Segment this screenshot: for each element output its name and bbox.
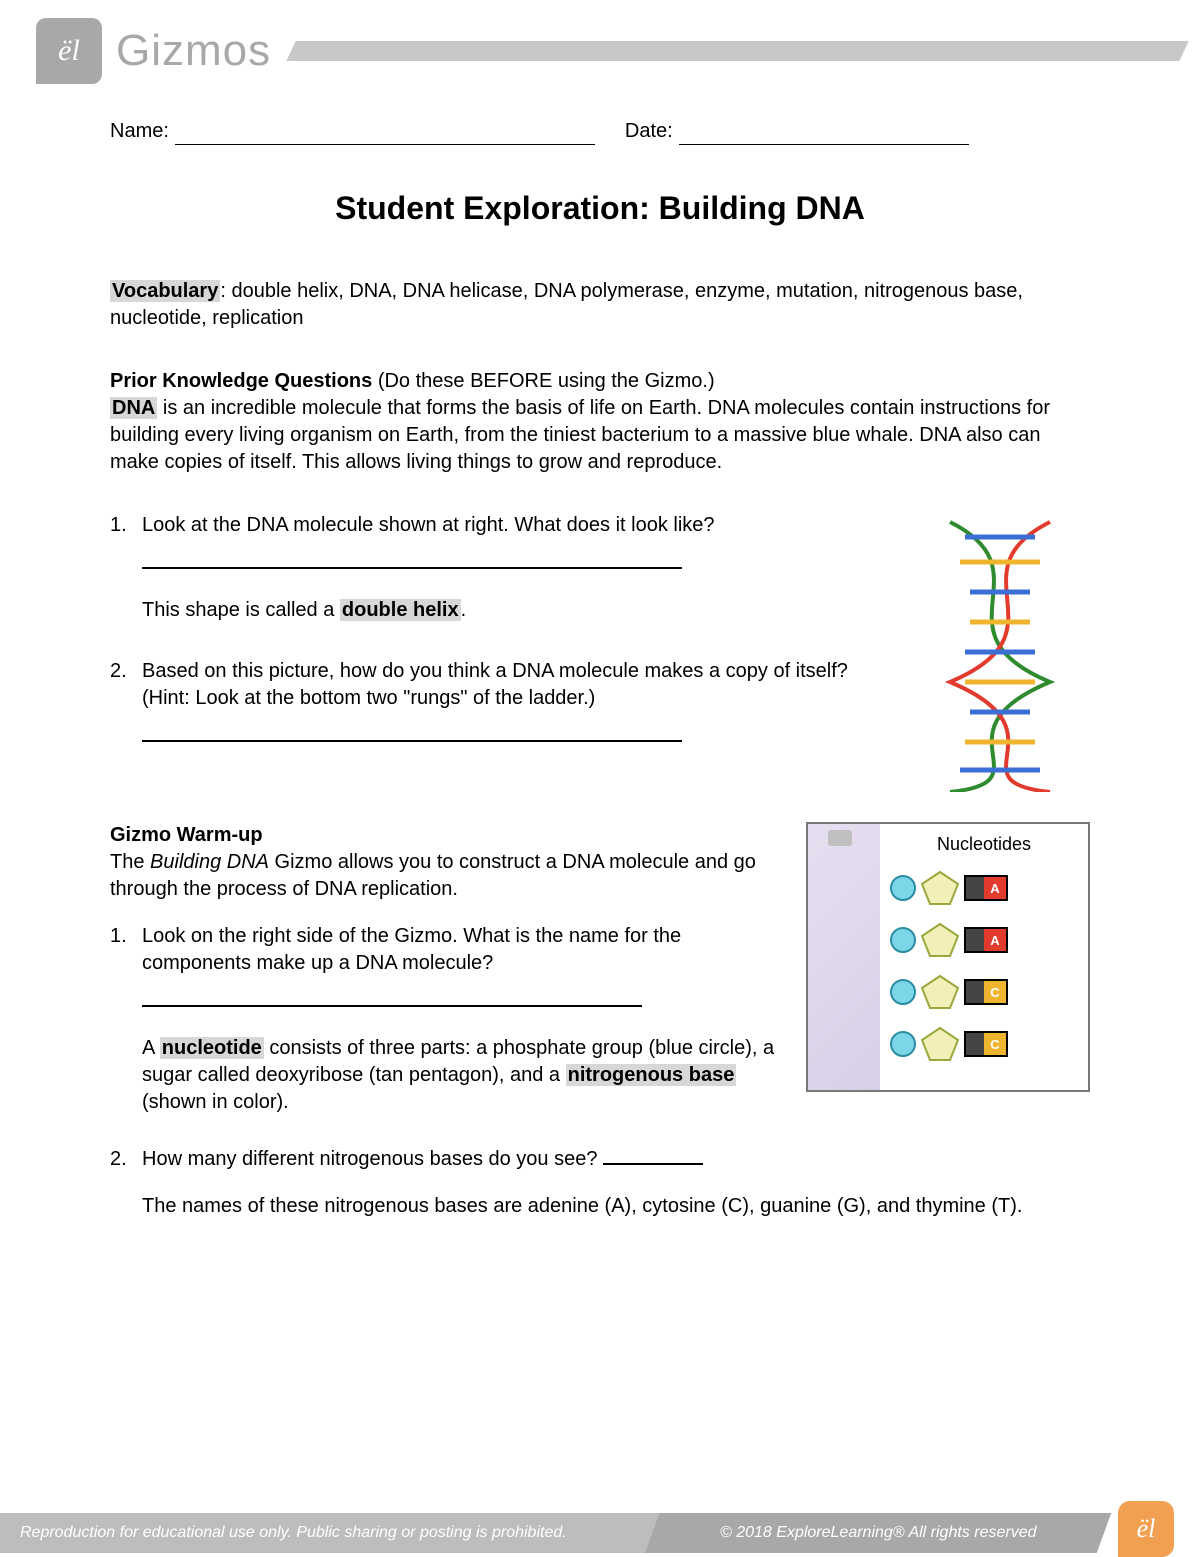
content-area: Name: Date: Student Exploration: Buildin… [0, 84, 1200, 1220]
warmup-intro-ital: Building DNA [150, 851, 269, 873]
nucleotide-item: A [890, 920, 1078, 960]
wq2-answer-blank[interactable] [603, 1163, 703, 1165]
wq2-text-inner: How many different nitrogenous bases do … [142, 1148, 603, 1170]
warmup-row: Gizmo Warm-up The Building DNA Gizmo all… [110, 822, 1090, 1116]
sugar-icon [920, 920, 960, 960]
page-footer: Reproduction for educational use only. P… [0, 1513, 1200, 1553]
header-bar [286, 41, 1188, 61]
wq2-num: 2. [110, 1146, 132, 1173]
prior-questions-row: 1. Look at the DNA molecule shown at rig… [110, 512, 1090, 792]
brand-name: Gizmos [116, 26, 271, 76]
name-label: Name: [110, 118, 169, 145]
name-date-row: Name: Date: [110, 118, 1090, 145]
warmup-q1: 1. Look on the right side of the Gizmo. … [110, 923, 782, 977]
warmup-col: Gizmo Warm-up The Building DNA Gizmo all… [110, 822, 782, 1116]
phosphate-icon [890, 927, 916, 953]
nucleotides-panel-right: Nucleotides AACC [880, 824, 1088, 1090]
prior-q1: 1. Look at the DNA molecule shown at rig… [110, 512, 886, 539]
sugar-icon [920, 1024, 960, 1064]
page-title: Student Exploration: Building DNA [110, 187, 1090, 230]
prior-questions-col: 1. Look at the DNA molecule shown at rig… [110, 512, 886, 770]
nucleotides-title: Nucleotides [890, 832, 1078, 856]
q1-answer-blank[interactable] [142, 565, 682, 569]
date-label: Date: [625, 118, 673, 145]
q1-num: 1. [110, 512, 132, 539]
prior-knowledge-block: Prior Knowledge Questions (Do these BEFO… [110, 368, 1090, 476]
base-tag: C [964, 1031, 1008, 1057]
q1-text: Look at the DNA molecule shown at right.… [142, 512, 715, 539]
wq1-answer-blank[interactable] [142, 1003, 642, 1007]
prior-intro: DNA is an incredible molecule that forms… [110, 395, 1090, 476]
double-helix-term: double helix [340, 599, 461, 621]
dna-term: DNA [110, 397, 157, 419]
vocabulary-block: Vocabulary: double helix, DNA, DNA helic… [110, 278, 1090, 332]
double-helix-statement: This shape is called a double helix. [142, 597, 886, 624]
nucleotides-panel: Nucleotides AACC [806, 822, 1090, 1092]
phosphate-icon [890, 875, 916, 901]
nuc-post: (shown in color). [142, 1091, 289, 1113]
nucleotides-panel-left [808, 824, 880, 1090]
bases-names: The names of these nitrogenous bases are… [142, 1193, 1090, 1220]
wq2-text: How many different nitrogenous bases do … [142, 1146, 703, 1173]
nucleotide-term: nucleotide [160, 1037, 264, 1059]
nucleotides-list: AACC [890, 868, 1078, 1064]
prior-heading: Prior Knowledge Questions [110, 370, 372, 392]
worksheet-page: ël Gizmos Name: Date: Student Exploratio… [0, 0, 1200, 1553]
footer-left-text: Reproduction for educational use only. P… [20, 1524, 567, 1542]
shape-pre: This shape is called a [142, 599, 340, 621]
warmup-intro-pre: The [110, 851, 150, 873]
vocabulary-heading: Vocabulary [110, 280, 220, 302]
prior-heading-paren: (Do these BEFORE using the Gizmo.) [372, 370, 714, 392]
sugar-icon [920, 868, 960, 908]
nucleotide-item: C [890, 1024, 1078, 1064]
q2-num: 2. [110, 658, 132, 712]
page-header: ël Gizmos [0, 0, 1200, 84]
wq1-text: Look on the right side of the Gizmo. Wha… [142, 923, 782, 977]
name-field: Name: [110, 118, 595, 145]
sugar-icon [920, 972, 960, 1012]
q2-answer-blank[interactable] [142, 738, 682, 742]
warmup-q2: 2. How many different nitrogenous bases … [110, 1146, 1090, 1173]
footer-right-text: © 2018 ExploreLearning® All rights reser… [720, 1524, 1036, 1542]
brand-logo-icon: ël [36, 18, 102, 84]
footer-left: Reproduction for educational use only. P… [0, 1513, 660, 1553]
base-tag: C [964, 979, 1008, 1005]
wq1-num: 1. [110, 923, 132, 977]
shape-post: . [461, 599, 467, 621]
warmup-heading: Gizmo Warm-up [110, 822, 782, 849]
name-blank[interactable] [175, 124, 595, 145]
vocabulary-text: : double helix, DNA, DNA helicase, DNA p… [110, 280, 1023, 329]
nitrogenous-base-term: nitrogenous base [566, 1064, 737, 1086]
prior-intro-text: is an incredible molecule that forms the… [110, 397, 1050, 473]
phosphate-icon [890, 979, 916, 1005]
prior-heading-row: Prior Knowledge Questions (Do these BEFO… [110, 368, 1090, 395]
warmup-intro: The Building DNA Gizmo allows you to con… [110, 849, 782, 903]
date-field: Date: [625, 118, 969, 145]
base-tag: A [964, 927, 1008, 953]
prior-q2: 2. Based on this picture, how do you thi… [110, 658, 886, 712]
footer-right: © 2018 ExploreLearning® All rights reser… [645, 1513, 1111, 1553]
q2-text: Based on this picture, how do you think … [142, 658, 886, 712]
footer-logo-icon: ël [1118, 1501, 1174, 1557]
dna-helix-figure [910, 512, 1090, 792]
phosphate-icon [890, 1031, 916, 1057]
nuc-pre: A [142, 1037, 160, 1059]
nucleotide-statement: A nucleotide consists of three parts: a … [142, 1035, 782, 1116]
base-tag: A [964, 875, 1008, 901]
nucleotide-item: C [890, 972, 1078, 1012]
nucleotide-item: A [890, 868, 1078, 908]
date-blank[interactable] [679, 124, 969, 145]
